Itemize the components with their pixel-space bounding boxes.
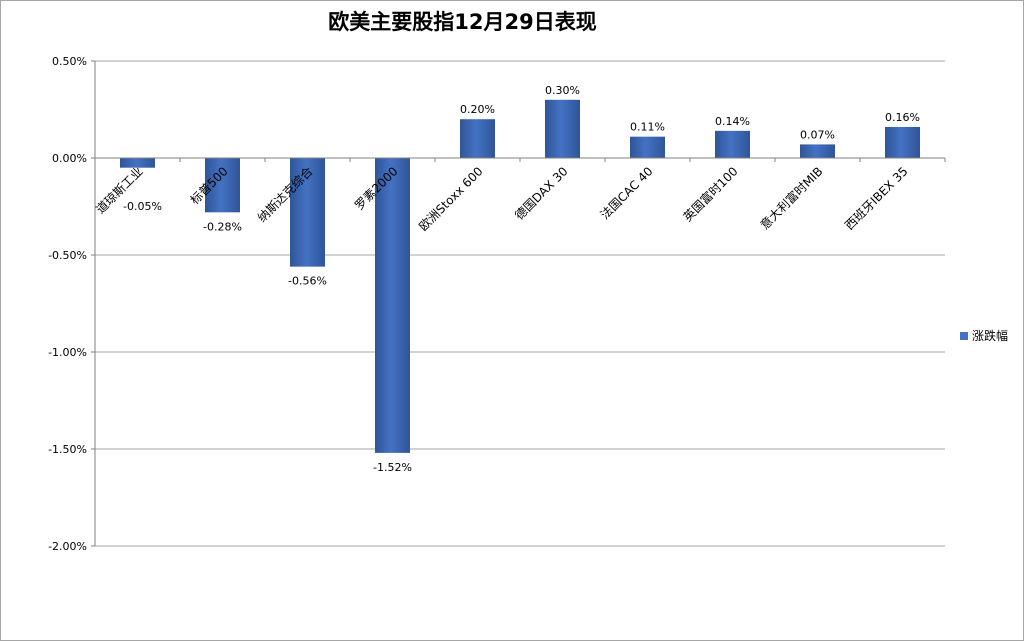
bar: [120, 158, 155, 168]
data-label: 0.20%: [460, 103, 495, 116]
data-label: 0.16%: [885, 111, 920, 124]
bar: [715, 130, 750, 158]
y-tick-label: -2.00%: [48, 540, 87, 553]
legend: 涨跌幅: [960, 327, 1008, 344]
category-label: 意大利富时MIB: [757, 164, 826, 233]
bar: [375, 158, 410, 453]
y-tick-label: 0.50%: [52, 55, 87, 68]
data-label: -0.56%: [288, 275, 327, 288]
data-label: 0.07%: [800, 128, 835, 141]
data-label: -0.05%: [123, 200, 162, 213]
data-label: 0.11%: [630, 121, 665, 134]
legend-label: 涨跌幅: [972, 329, 1009, 343]
category-label: 德国DAX 30: [512, 164, 571, 223]
chart-title: 欧美主要股指12月29日表现: [328, 10, 597, 34]
y-tick-label: -1.50%: [48, 443, 87, 456]
bar: [630, 136, 665, 158]
bar: [885, 126, 920, 158]
bar: [290, 158, 325, 267]
y-tick-label: 0.00%: [52, 152, 87, 165]
y-tick-label: -1.00%: [48, 346, 87, 359]
bar: [800, 144, 835, 158]
legend-swatch: [960, 331, 968, 340]
y-tick-label: -0.50%: [48, 249, 87, 262]
bar: [460, 119, 495, 158]
data-label: 0.14%: [715, 115, 750, 128]
bar: [545, 99, 580, 158]
data-label: -0.28%: [203, 220, 242, 233]
category-label: 欧洲Stoxx 600: [416, 164, 485, 233]
category-label: 英国富时100: [680, 164, 741, 225]
category-label: 西班牙IBEX 35: [842, 164, 910, 232]
category-label: 法国CAC 40: [598, 164, 656, 222]
bar: [205, 158, 240, 213]
data-label: -1.52%: [373, 461, 412, 474]
data-label: 0.30%: [545, 84, 580, 97]
